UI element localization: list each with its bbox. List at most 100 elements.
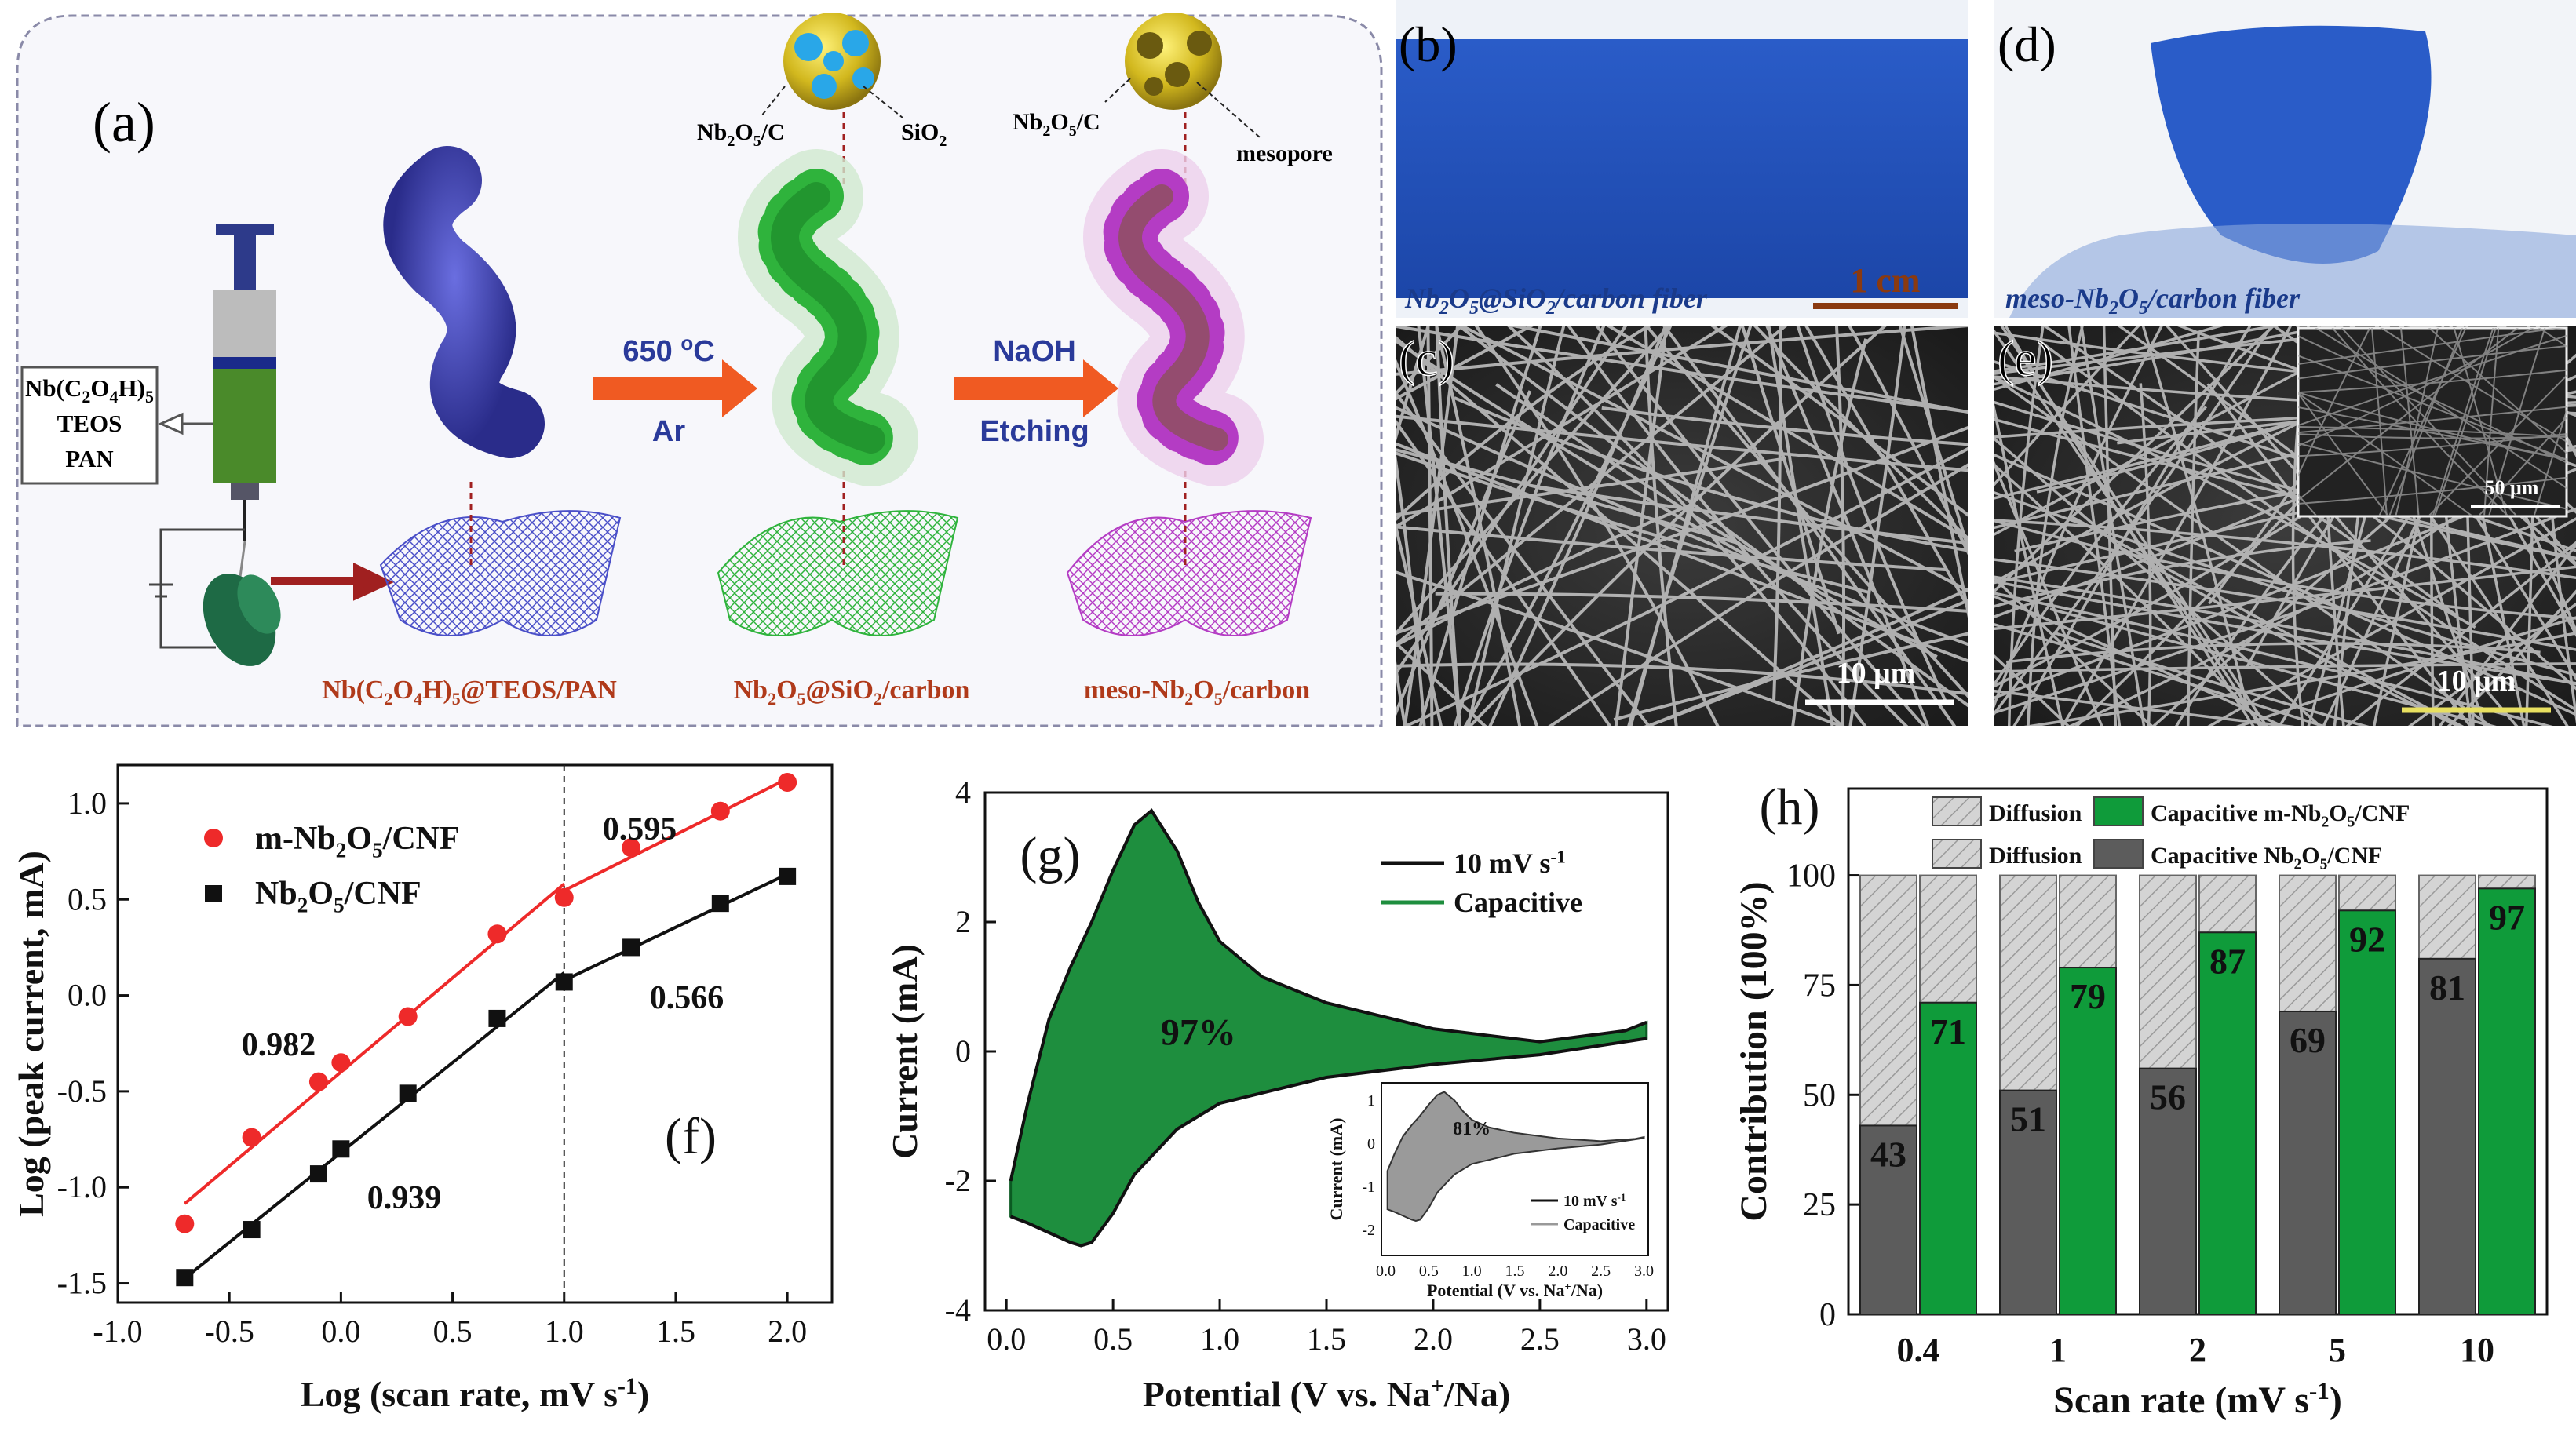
diffusion-bar: [2418, 874, 2476, 960]
sem-fiber: [1601, 406, 1968, 446]
x-axis-label: Log (scan rate, mV s-1): [301, 1373, 649, 1414]
cv-curve-upper: [1009, 808, 1647, 1182]
capacitive-bar: [2338, 909, 2396, 1315]
diffusion-bar: [1919, 874, 1977, 1004]
legend-swatch: [2093, 839, 2144, 869]
y-tick-label: -1.0: [57, 1169, 107, 1204]
sem-fiber: [1396, 448, 1741, 545]
panel-a: (a) Nb(C2O4H)5 TEOS PAN: [16, 13, 1383, 727]
step2-arrow: [954, 359, 1118, 417]
sem-fiber: [2116, 544, 2461, 726]
legend-label: 10 mV s-1: [1454, 847, 1566, 879]
fit-line: [184, 971, 566, 1280]
data-point: [242, 1128, 261, 1147]
bar-value-label: 87: [2209, 941, 2246, 981]
sem-fiber: [1994, 326, 2390, 537]
sem-fiber: [2380, 328, 2567, 443]
sem-fiber: [1767, 326, 1834, 726]
sem-fiber: [2407, 602, 2576, 726]
sem-fiber: [2533, 408, 2567, 516]
inset-y-tick-label: -2: [1362, 1222, 1375, 1239]
plot-frame: [1847, 787, 2549, 1316]
legend-label: Capacitive Nb2O5/CNF: [2151, 843, 2382, 873]
x-tick-label: 1.0: [1200, 1321, 1239, 1357]
collector-drum: [203, 574, 281, 666]
step2-line1: NaOH: [993, 335, 1076, 368]
y-tick-label: 0: [955, 1033, 971, 1069]
precursor-2: TEOS: [57, 410, 122, 437]
sem-fiber: [1396, 326, 1789, 647]
sem-fiber: [1604, 326, 1968, 541]
sem-fiber: [1435, 592, 1968, 613]
sem-fiber: [2395, 328, 2439, 516]
sem-fiber: [1417, 326, 1461, 726]
diffusion-bar: [2478, 874, 2536, 890]
y-axis-label: Contribution (100%): [1733, 881, 1775, 1221]
data-point: [308, 1072, 328, 1091]
slope-annotation: 0.982: [242, 1027, 316, 1063]
chart-f: -1.0 -0.5 0.0 0.5 1.0 1.5 2.0 -1.5 -1.0 -0.5 0.0 0.…: [11, 763, 834, 1414]
y-tick-label: 1.0: [68, 785, 107, 821]
y-tick-label: 2: [955, 904, 971, 939]
x-tick-label: 1: [2049, 1331, 2067, 1369]
sem-fiber: [1994, 519, 2576, 620]
cv-curve-lower: [1009, 1037, 1647, 1248]
x-tick-label: -1.0: [93, 1314, 142, 1349]
capacitive-bar: [2418, 957, 2476, 1315]
inset-y-tick-label: -1: [1362, 1179, 1375, 1196]
zoom2-left: Nb2O5/C: [1013, 109, 1100, 140]
sem-fiber: [1396, 457, 1786, 517]
bar-value-label: 92: [2349, 919, 2385, 959]
y-tick-label: 75: [1803, 967, 1836, 1004]
sem-fiber: [1396, 640, 1487, 726]
sem-fiber: [1994, 690, 2289, 726]
sem-fiber: [2433, 328, 2497, 516]
scale-e: 10 μm: [2437, 665, 2516, 698]
sem-fiber: [1435, 326, 1461, 726]
legend-swatch: [1932, 839, 1982, 869]
inset-capacitive-area: [1386, 1091, 1645, 1223]
sem-fiber: [1847, 326, 1968, 557]
sem-fiber: [1994, 436, 2320, 726]
sphere-mesopore: [1125, 13, 1222, 110]
sem-fiber: [1396, 326, 1729, 529]
sem-fiber: [1834, 326, 1846, 726]
sem-fiber: [1396, 525, 1948, 572]
sem-fiber: [2298, 328, 2519, 501]
sem-fiber: [2341, 328, 2519, 516]
sem-fiber: [2477, 416, 2567, 516]
sem-fiber: [1613, 632, 1968, 721]
sem-fiber: [2278, 326, 2531, 726]
inset-percent: 81%: [1453, 1119, 1491, 1139]
inset-x-label: Potential (V vs. Na+/Na): [1427, 1281, 1603, 1300]
panel-d: (d) meso-Nb2O5/carbon fiber: [1994, 0, 2576, 319]
sem-fiber: [1396, 425, 1968, 636]
sem-fiber: [1396, 414, 1968, 472]
sem-fiber: [1994, 399, 2064, 726]
inset-x-tick-label: 1.5: [1505, 1263, 1525, 1280]
x-tick-label: 2.0: [1414, 1321, 1453, 1357]
sem-fiber: [2298, 369, 2567, 394]
sem-fiber: [1396, 357, 1539, 726]
sem-fiber: [2298, 335, 2567, 464]
sem-fiber: [2428, 326, 2473, 726]
caption-1: Nb(C2O4H)5@TEOS/PAN: [322, 676, 617, 709]
inset-legend-label: 10 mV s-1: [1563, 1191, 1626, 1210]
sem-fiber: [1426, 326, 1434, 726]
data-point: [778, 773, 797, 793]
diffusion-bar: [2279, 874, 2337, 1012]
sem-fiber: [1994, 326, 2507, 585]
sem-fiber: [2298, 432, 2567, 457]
capacitive-bar: [2279, 1010, 2337, 1315]
sem-fiber: [1435, 326, 1522, 726]
capacitive-bar: [2198, 931, 2257, 1315]
x-tick-label: 1.5: [1307, 1321, 1346, 1357]
inset-scale-e: 50 μm: [2485, 476, 2539, 499]
sem-fiber: [2102, 326, 2118, 726]
sem-fiber: [1403, 446, 1968, 726]
sem-fiber: [1458, 326, 1968, 593]
sem-fiber: [1396, 335, 1844, 726]
legend-label: Nb2O5/CNF: [255, 876, 421, 917]
sem-fiber: [1994, 326, 2285, 373]
sem-fiber: [2427, 374, 2567, 516]
